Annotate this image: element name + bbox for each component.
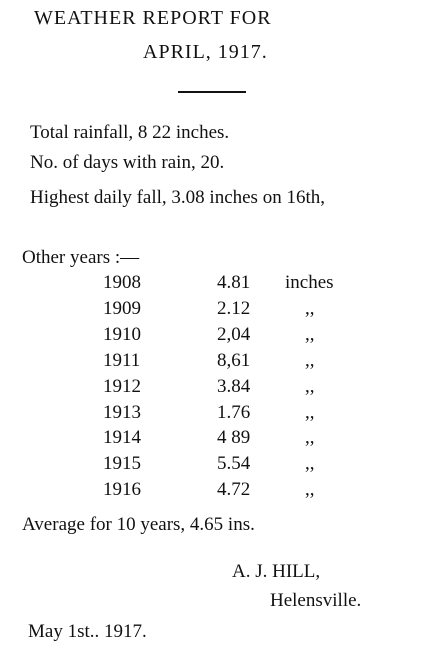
- rainfall: 5.54: [217, 453, 251, 475]
- unit: ,,: [305, 427, 315, 449]
- unit: inches: [285, 272, 334, 293]
- unit: ,,: [305, 375, 315, 397]
- year: 1908: [103, 272, 141, 293]
- unit: ,,: [305, 479, 315, 501]
- rule: [178, 91, 246, 93]
- rainfall: 4.72: [217, 479, 251, 501]
- unit: ,,: [305, 349, 315, 371]
- rainfall: 4 89: [217, 427, 251, 449]
- year: 1914: [103, 427, 141, 449]
- year: 1913: [103, 401, 141, 423]
- year: 1915: [103, 453, 141, 475]
- rainfall: 2,04: [217, 323, 251, 345]
- title: WEATHER REPORT FOR: [34, 7, 272, 29]
- year: 1909: [103, 297, 141, 319]
- signature-place: Helensville.: [270, 590, 362, 611]
- date: May 1st.. 1917.: [28, 621, 147, 642]
- rainfall: 4.81: [217, 272, 251, 293]
- signature-name: A. J. HILL,: [232, 561, 321, 582]
- unit: ,,: [305, 297, 315, 319]
- rainfall: 1.76: [217, 401, 251, 423]
- subtitle: APRIL, 1917.: [143, 41, 268, 63]
- year: 1911: [103, 349, 141, 371]
- table-heading: Other years :—: [22, 247, 140, 268]
- summary-line: Highest daily fall, 3.08 inches on 16th,: [30, 187, 325, 208]
- rainfall: 8,61: [217, 349, 251, 371]
- unit: ,,: [305, 323, 315, 345]
- year: 1912: [103, 375, 141, 397]
- summary-line: No. of days with rain, 20.: [30, 152, 225, 173]
- unit: ,,: [305, 453, 315, 475]
- year: 1910: [103, 323, 141, 345]
- average: Average for 10 years, 4.65 ins.: [22, 514, 255, 535]
- rainfall: 3.84: [217, 375, 251, 397]
- unit: ,,: [305, 401, 315, 423]
- year: 1916: [103, 479, 141, 501]
- summary-line: Total rainfall, 8 22 inches.: [30, 122, 230, 143]
- rainfall: 2.12: [217, 297, 251, 319]
